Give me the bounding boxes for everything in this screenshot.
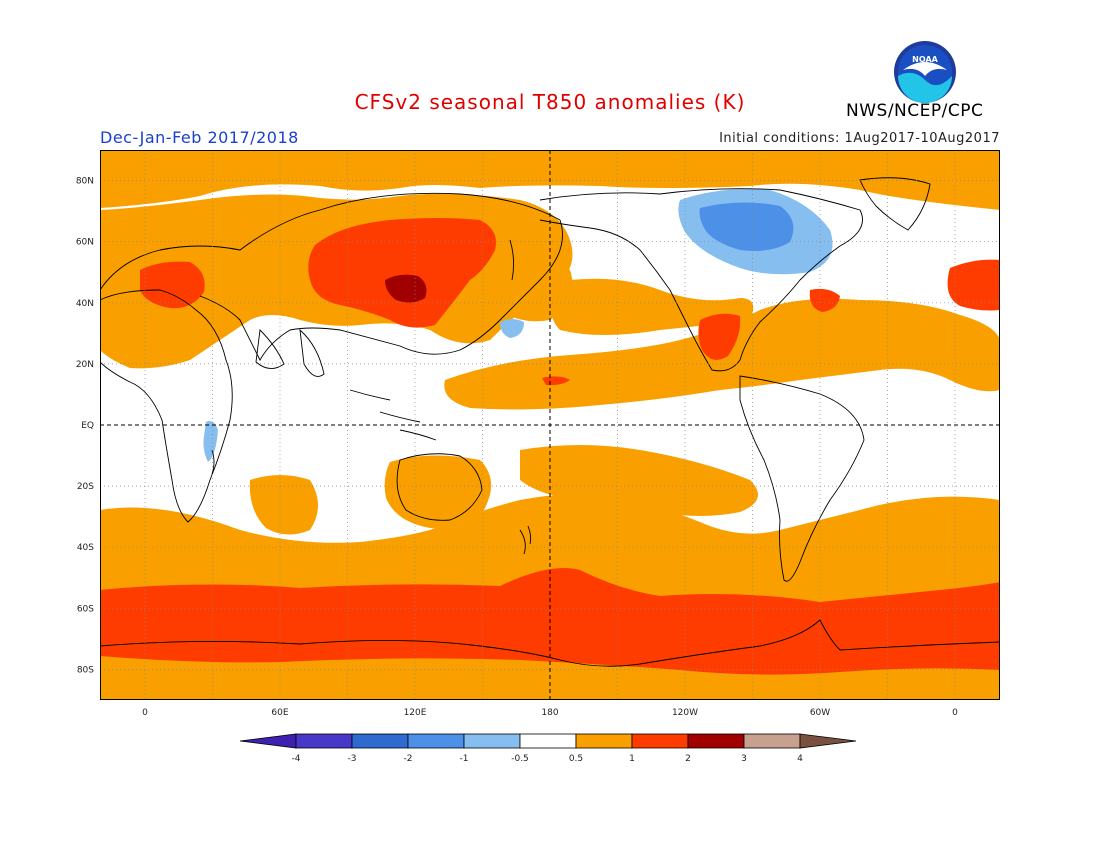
axis-labels: 80N 60N 40N 20N EQ 20S 40S 60S 80S 0 60E 120E 180 12…	[76, 177, 958, 718]
anomaly-region-east-asia-core	[385, 274, 427, 303]
noaa-logo: NOAA	[894, 41, 956, 103]
legend-label: -4	[292, 754, 301, 764]
chart-title-text: CFSv2 seasonal T850 anomalies (K)	[354, 90, 746, 114]
anomaly-region-central-pacific-spot	[542, 376, 570, 386]
lon-tick-label: 120E	[404, 708, 427, 718]
legend-bin	[519, 733, 577, 749]
lat-tick-label: 80S	[77, 665, 94, 675]
anomaly-region-europe-east	[947, 259, 1000, 311]
lat-tick-label: 20S	[77, 482, 94, 492]
initial-conditions: Initial conditions: 1Aug2017-10Aug2017	[719, 131, 1000, 146]
colorbar-legend: -4 -3 -2 -1 -0.5 0.5 1 2 3 4	[240, 733, 857, 764]
lat-tick-label: 60S	[77, 604, 94, 614]
legend-bin	[631, 733, 689, 749]
legend-bin	[463, 733, 521, 749]
legend-label: -0.5	[511, 754, 529, 764]
anomaly-region-atlantic-warm-spot	[809, 288, 840, 312]
noaa-logo-text: NOAA	[912, 55, 938, 64]
anomaly-region-central-asia	[308, 218, 496, 328]
legend-bin	[407, 733, 465, 749]
lat-tick-label: 60N	[76, 238, 94, 248]
anomaly-region-canada-cool-core	[699, 202, 794, 251]
legend-bin	[743, 733, 801, 749]
lon-tick-label: 180	[541, 708, 558, 718]
map-frame	[100, 150, 1000, 700]
lat-tick-label: 20N	[76, 360, 94, 370]
agency-label: NWS/NCEP/CPC	[846, 101, 984, 121]
lat-tick-label: EQ	[81, 421, 94, 431]
legend-bin	[575, 733, 633, 749]
anomaly-region-indian-ocean	[249, 475, 318, 535]
legend-label: 4	[797, 754, 803, 764]
legend-label: 3	[741, 754, 747, 764]
lon-tick-label: 120W	[672, 708, 698, 718]
legend-bin	[351, 733, 409, 749]
legend-label: -2	[404, 754, 413, 764]
legend-bin	[295, 733, 353, 749]
anomaly-region-mexico	[698, 313, 741, 360]
anomaly-region-australia	[384, 455, 492, 529]
chart-title: CFSv2 seasonal T850 anomalies (K)	[0, 90, 1100, 114]
lat-tick-label: 40N	[76, 299, 94, 309]
anomaly-region-pacific-cool-spot	[500, 319, 524, 338]
legend-bin	[240, 733, 297, 749]
lat-tick-label: 40S	[77, 543, 94, 553]
lon-tick-label: 60W	[810, 708, 830, 718]
anomaly-region-south-pacific	[520, 445, 758, 516]
legend-label: -3	[348, 754, 357, 764]
anomaly-region-europe	[140, 261, 205, 309]
anomaly-region-africa-cool-spot	[203, 421, 218, 462]
forecast-period: Dec-Jan-Feb 2017/2018	[100, 128, 299, 147]
anomaly-map	[100, 150, 1000, 700]
legend-bin	[799, 733, 857, 749]
legend-bin	[687, 733, 745, 749]
legend-label: 2	[685, 754, 691, 764]
lon-tick-label: 0	[142, 708, 148, 718]
legend-label: -1	[460, 754, 469, 764]
legend-label: 0.5	[569, 754, 583, 764]
lat-tick-label: 80N	[76, 177, 94, 187]
lon-tick-label: 0	[952, 708, 958, 718]
legend-label: 1	[629, 754, 635, 764]
lon-tick-label: 60E	[271, 708, 288, 718]
